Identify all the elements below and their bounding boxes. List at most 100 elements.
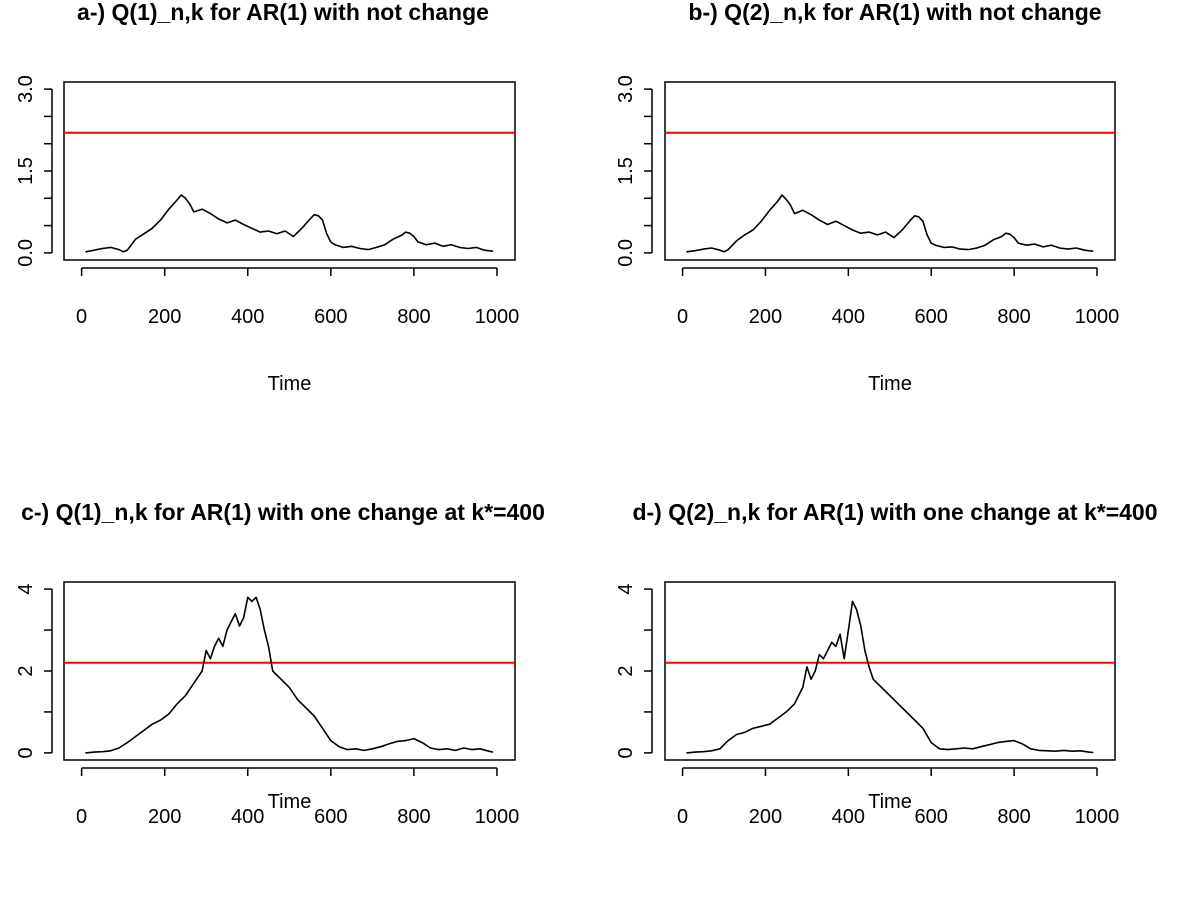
data-point: [992, 239, 994, 241]
data-point: [860, 625, 862, 627]
data-point: [835, 220, 837, 222]
data-point: [976, 247, 978, 249]
data-point: [263, 629, 265, 631]
data-point: [785, 711, 787, 713]
data-point: [914, 215, 916, 217]
data-point: [143, 729, 145, 731]
data-point: [342, 246, 344, 249]
data-point: [85, 752, 87, 754]
data-point: [1001, 235, 1003, 238]
data-point: [1025, 244, 1028, 246]
data-point: [209, 658, 211, 660]
data-point: [810, 678, 812, 680]
chart-title: c-) Q(1)_n,k for AR(1) with one change a…: [21, 499, 545, 525]
data-point: [1075, 247, 1077, 249]
data-point: [926, 234, 928, 236]
data-point: [909, 219, 912, 221]
data-point: [814, 670, 816, 672]
plot-frame: [664, 81, 1116, 261]
x-tick-label: 400: [231, 806, 264, 828]
data-point: [996, 742, 999, 744]
data-point: [818, 654, 820, 656]
data-point: [184, 197, 187, 199]
data-point: [338, 746, 340, 748]
data-point: [769, 209, 771, 211]
data-point: [226, 222, 228, 224]
data-point: [296, 699, 299, 701]
data-point: [488, 750, 490, 752]
data-point: [122, 251, 124, 253]
data-point: [404, 231, 407, 233]
data-point: [238, 625, 241, 627]
data-point: [151, 723, 153, 725]
y-tick-label: 0.0: [15, 239, 37, 267]
data-point: [193, 211, 195, 213]
chart-title: a-) Q(1)_n,k for AR(1) with not change: [77, 0, 489, 25]
data-point: [384, 244, 386, 246]
data-point: [872, 678, 874, 680]
data-point: [1059, 247, 1061, 249]
data-point: [321, 727, 324, 729]
data-point: [1013, 236, 1015, 239]
data-point: [847, 629, 849, 631]
data-point: [110, 750, 112, 752]
data-point: [810, 214, 812, 216]
data-point: [458, 246, 461, 249]
data-point: [143, 233, 145, 235]
data-point: [951, 246, 953, 248]
data-point: [213, 645, 216, 648]
data-point: [789, 204, 791, 206]
data-point: [856, 608, 858, 611]
data-point: [723, 251, 725, 253]
data-point: [222, 645, 224, 648]
data-point: [276, 233, 278, 235]
data-point: [288, 686, 290, 688]
data-point: [984, 244, 986, 246]
data-point: [205, 649, 207, 652]
data-point: [421, 742, 423, 744]
data-point: [326, 233, 328, 235]
x-axis-title: Time: [268, 791, 312, 813]
y-tick-label: 3.0: [15, 75, 37, 103]
y-tick-label: 3.0: [615, 75, 637, 103]
data-point: [429, 747, 432, 749]
data-point: [159, 219, 162, 221]
data-point: [176, 703, 178, 705]
data-point: [479, 748, 481, 750]
data-point: [1017, 242, 1019, 244]
data-point: [313, 715, 315, 717]
x-tick-label: 1000: [1075, 806, 1120, 828]
data-point: [1021, 743, 1024, 745]
data-point: [843, 224, 845, 227]
data-point: [930, 242, 932, 244]
data-point: [417, 241, 419, 243]
data-point: [860, 232, 862, 234]
y-tick-label: 4: [615, 584, 637, 595]
data-point: [831, 641, 833, 643]
data-point: [710, 247, 713, 249]
data-point: [1005, 232, 1007, 234]
data-point: [802, 686, 804, 688]
data-point: [180, 194, 182, 196]
data-point: [955, 748, 957, 750]
data-point: [1067, 248, 1069, 250]
data-point: [918, 216, 920, 218]
y-tick-label: 4: [15, 584, 37, 595]
data-point: [1038, 749, 1040, 752]
data-point: [189, 203, 191, 205]
data-point: [380, 746, 382, 748]
data-point: [317, 215, 319, 217]
y-tick-label: 1.5: [615, 157, 637, 185]
data-point: [247, 596, 249, 598]
data-point: [425, 244, 427, 246]
data-point: [135, 735, 137, 738]
chart-title: b-) Q(2)_n,k for AR(1) with not change: [688, 0, 1101, 25]
data-point: [1054, 750, 1057, 752]
data-point: [922, 727, 924, 729]
data-point: [446, 748, 448, 750]
data-point: [471, 749, 473, 751]
data-point: [93, 751, 95, 753]
x-tick-label: 0: [76, 806, 87, 828]
x-tick-label: 600: [314, 806, 347, 828]
